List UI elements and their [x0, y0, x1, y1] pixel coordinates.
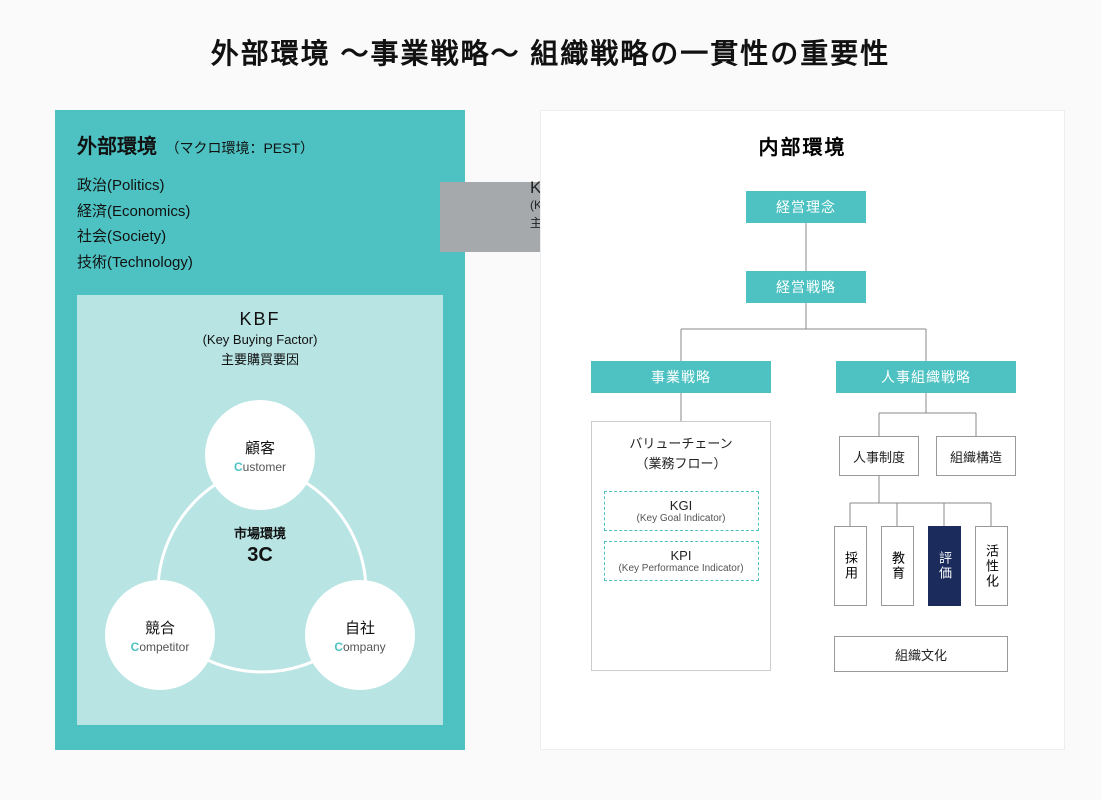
pest-item: 政治(Politics)	[77, 173, 443, 199]
kgi-sub: (Key Goal Indicator)	[609, 513, 754, 524]
circle-label-jp: 顧客	[245, 437, 275, 458]
external-env-panel: 外部環境 （マクロ環境：PEST） 政治(Politics) 経済(Econom…	[55, 110, 465, 750]
pest-list: 政治(Politics) 経済(Economics) 社会(Society) 技…	[77, 173, 443, 275]
kbf-box: KBF (Key Buying Factor) 主要購買要因 顧客 Custom…	[77, 295, 443, 725]
pest-item: 経済(Economics)	[77, 199, 443, 225]
node-mgmt-strategy: 経営戦略	[746, 271, 866, 303]
center-3c-line1: 市場環境	[77, 523, 443, 542]
node-culture: 組織文化	[834, 636, 1008, 672]
circle-label-jp: 自社	[345, 617, 375, 638]
circle-company: 自社 Company	[305, 580, 415, 690]
value-chain-title: バリューチェーン （業務フロー）	[629, 434, 732, 473]
kbf-subtitle-jp: 主要購買要因	[77, 349, 443, 368]
kbf-subtitle-en: (Key Buying Factor)	[77, 332, 443, 347]
kbf-title: KBF	[77, 309, 443, 330]
node-org-structure: 組織構造	[936, 436, 1016, 476]
internal-env-panel: 内部環境 経営理念 経営戦略 事業戦略 人事組織戦略 バリューチェーン （業務フ…	[540, 110, 1065, 750]
circle-label-jp: 競合	[145, 617, 175, 638]
circle-label-en: Company	[334, 640, 385, 654]
node-hr-org-strategy: 人事組織戦略	[836, 361, 1016, 393]
kgi-label: KGI	[609, 498, 754, 513]
center-3c-line2: 3C	[77, 544, 443, 567]
circle-competitor: 競合 Competitor	[105, 580, 215, 690]
external-env-subtitle: （マクロ環境：PEST）	[165, 140, 314, 156]
node-value-chain: バリューチェーン （業務フロー） KGI (Key Goal Indicator…	[591, 421, 771, 671]
external-env-title: 外部環境	[77, 136, 157, 158]
circle-label-en: Competitor	[131, 640, 190, 654]
kpi-box: KPI (Key Performance Indicator)	[604, 541, 759, 581]
internal-env-title: 内部環境	[541, 131, 1064, 160]
external-env-heading: 外部環境 （マクロ環境：PEST）	[77, 130, 443, 159]
kpi-sub: (Key Performance Indicator)	[609, 563, 754, 574]
node-activation: 活性化	[975, 526, 1008, 606]
node-education: 教育	[881, 526, 914, 606]
node-biz-strategy: 事業戦略	[591, 361, 771, 393]
node-philosophy: 経営理念	[746, 191, 866, 223]
node-evaluation: 評価	[928, 526, 961, 606]
node-recruit: 採用	[834, 526, 867, 606]
circle-label-en: Customer	[234, 460, 286, 474]
kpi-label: KPI	[609, 548, 754, 563]
center-3c-label: 市場環境 3C	[77, 523, 443, 567]
pest-item: 技術(Technology)	[77, 250, 443, 276]
circle-customer: 顧客 Customer	[205, 400, 315, 510]
page-title: 外部環境 〜事業戦略〜 組織戦略の一貫性の重要性	[0, 32, 1101, 72]
pest-item: 社会(Society)	[77, 224, 443, 250]
kgi-box: KGI (Key Goal Indicator)	[604, 491, 759, 531]
node-hr-system: 人事制度	[839, 436, 919, 476]
